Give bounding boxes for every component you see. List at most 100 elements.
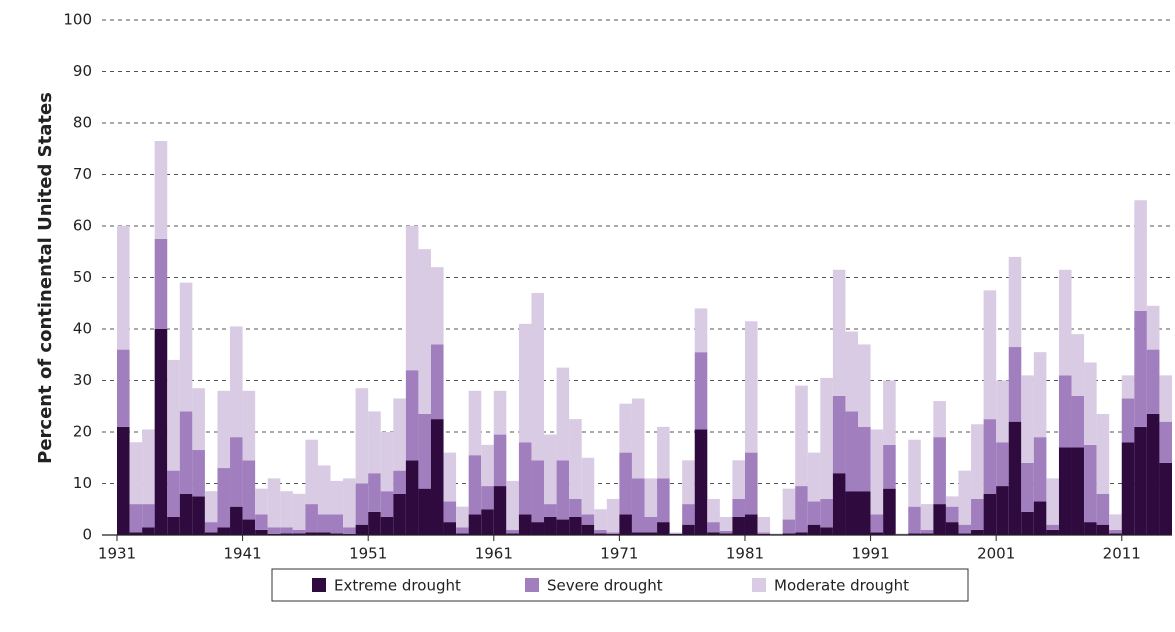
bar-segment bbox=[217, 390, 231, 469]
bar-segment bbox=[1071, 447, 1085, 535]
legend-swatch bbox=[752, 578, 766, 592]
bar-segment bbox=[619, 403, 632, 453]
bar-segment bbox=[443, 452, 457, 502]
bar-segment bbox=[945, 506, 959, 523]
bar-segment bbox=[305, 532, 318, 535]
y-tick-label: 90 bbox=[73, 62, 92, 80]
bar-segment bbox=[732, 516, 745, 535]
bar-segment bbox=[958, 470, 972, 525]
bar-segment bbox=[1109, 529, 1122, 534]
bar-segment bbox=[405, 226, 419, 371]
x-tick-label: 1961 bbox=[475, 545, 513, 563]
bar-segment bbox=[204, 532, 218, 535]
bar-segment bbox=[1071, 334, 1085, 396]
bar-segment bbox=[770, 533, 783, 534]
bar-segment bbox=[493, 390, 507, 435]
bar-segment bbox=[255, 514, 268, 530]
bar-segment bbox=[179, 493, 193, 535]
bar-segment bbox=[581, 514, 595, 525]
legend-label: Extreme drought bbox=[334, 577, 461, 595]
x-tick-label: 1941 bbox=[224, 545, 262, 563]
bar-segment bbox=[820, 377, 833, 499]
bar-segment bbox=[1046, 478, 1059, 525]
bar-segment bbox=[1109, 514, 1122, 530]
bar-segment bbox=[506, 480, 519, 530]
bar-segment bbox=[694, 429, 708, 535]
bar-segment bbox=[782, 533, 796, 535]
bar-segment bbox=[1159, 462, 1172, 535]
y-tick-label: 10 bbox=[73, 474, 92, 492]
bar-segment bbox=[204, 522, 218, 533]
bar-segment bbox=[920, 504, 934, 530]
legend-swatch bbox=[525, 578, 539, 592]
bar-segment bbox=[142, 527, 155, 535]
bar-segment bbox=[154, 141, 168, 239]
bar-segment bbox=[569, 498, 582, 517]
bar-segment bbox=[933, 437, 946, 505]
x-tick-label: 1951 bbox=[349, 545, 387, 563]
bar-segment bbox=[1134, 200, 1147, 311]
bar-segment bbox=[167, 359, 180, 471]
bar-segment bbox=[317, 532, 331, 535]
bar-segment bbox=[996, 486, 1009, 535]
bar-segment bbox=[858, 344, 871, 427]
bar-segment bbox=[468, 514, 482, 535]
bar-segment bbox=[594, 529, 607, 534]
bar-segment bbox=[1096, 413, 1110, 494]
bar-segment bbox=[682, 504, 695, 525]
bar-segment bbox=[631, 478, 645, 533]
bar-segment bbox=[1033, 501, 1047, 535]
bar-segment bbox=[594, 509, 607, 530]
bar-segment bbox=[317, 465, 331, 515]
bar-segment bbox=[870, 429, 884, 515]
bar-segment bbox=[933, 504, 946, 535]
bar-segment bbox=[280, 533, 293, 535]
bar-segment bbox=[920, 533, 934, 535]
bar-segment bbox=[883, 380, 896, 445]
bar-segment bbox=[418, 249, 431, 414]
bar-segment bbox=[945, 522, 959, 535]
bar-segment bbox=[1008, 256, 1022, 348]
x-tick-label: 2001 bbox=[977, 545, 1015, 563]
bar-segment bbox=[1033, 352, 1047, 438]
bar-segment bbox=[757, 516, 771, 533]
bar-segment bbox=[1058, 375, 1072, 448]
bar-segment bbox=[719, 530, 733, 534]
y-axis-label: Percent of continental United States bbox=[35, 92, 56, 464]
bar-segment bbox=[204, 491, 218, 523]
bar-segment bbox=[1146, 305, 1160, 350]
bar-segment bbox=[255, 488, 268, 515]
bar-segment bbox=[820, 527, 833, 535]
bar-segment bbox=[468, 390, 482, 456]
bar-segment bbox=[456, 527, 469, 534]
bar-segment bbox=[405, 460, 419, 535]
bar-segment bbox=[305, 504, 318, 533]
bar-segment bbox=[619, 452, 632, 515]
bar-segment bbox=[795, 486, 808, 533]
bar-segment bbox=[870, 532, 884, 535]
bar-segment bbox=[1084, 522, 1097, 535]
bar-segment bbox=[230, 326, 243, 438]
y-tick-label: 100 bbox=[63, 11, 92, 29]
y-tick-label: 70 bbox=[73, 165, 92, 183]
bar-segment bbox=[556, 460, 570, 520]
bar-segment bbox=[330, 514, 344, 534]
bar-segment bbox=[657, 522, 670, 535]
bar-segment bbox=[430, 344, 444, 420]
bar-segment bbox=[531, 292, 545, 461]
bar-segment bbox=[217, 468, 231, 528]
bar-segment bbox=[782, 519, 796, 534]
bar-segment bbox=[481, 486, 494, 510]
bar-segment bbox=[443, 522, 457, 535]
bar-segment bbox=[343, 527, 356, 534]
bar-segment bbox=[1121, 375, 1135, 399]
bar-segment bbox=[242, 460, 256, 520]
bar-segment bbox=[958, 533, 972, 535]
bar-segment bbox=[242, 390, 256, 461]
bar-segment bbox=[657, 478, 670, 523]
bar-segment bbox=[744, 321, 758, 453]
bar-segment bbox=[858, 491, 871, 535]
bar-segment bbox=[669, 532, 683, 534]
bar-segment bbox=[430, 267, 444, 345]
